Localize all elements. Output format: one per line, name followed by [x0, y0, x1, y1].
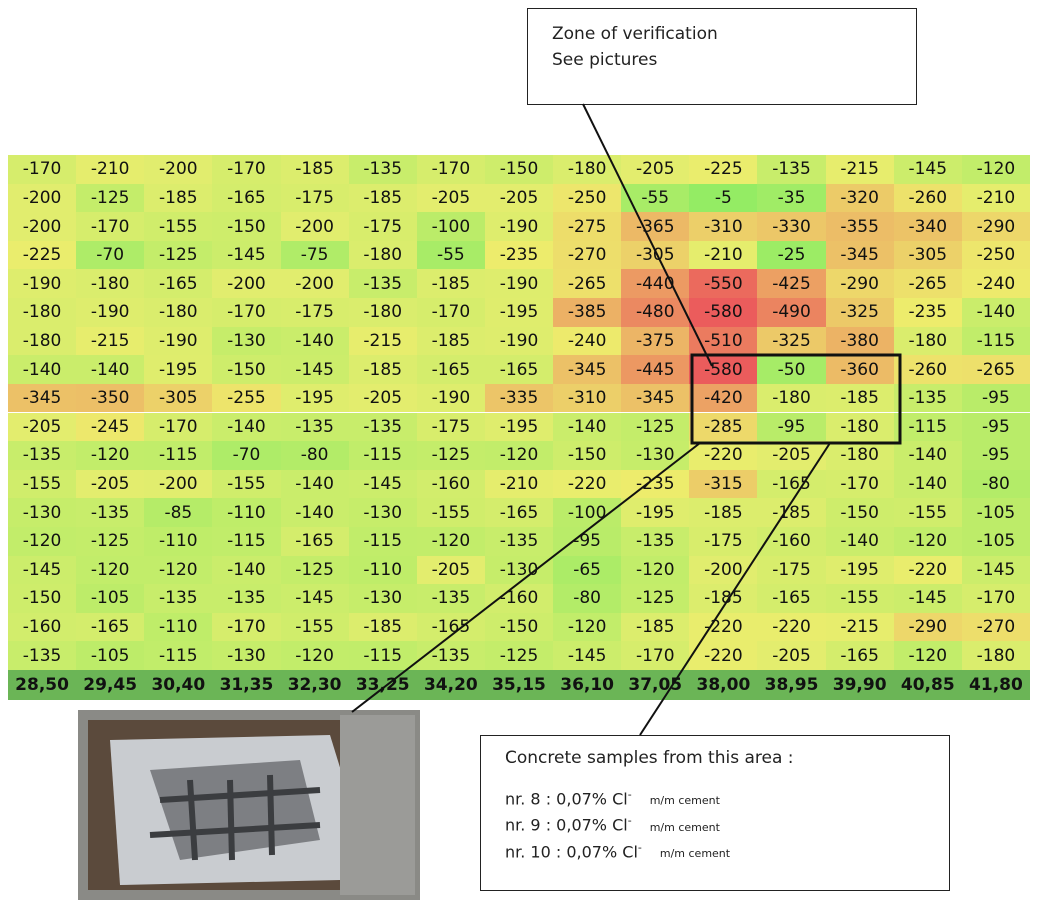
zone-rect	[692, 355, 900, 443]
connector-lines	[352, 104, 830, 735]
page: {"zone_box": {"lines": ["Zone of verific…	[0, 0, 1038, 910]
photo	[78, 710, 420, 900]
overlay	[0, 0, 1038, 910]
